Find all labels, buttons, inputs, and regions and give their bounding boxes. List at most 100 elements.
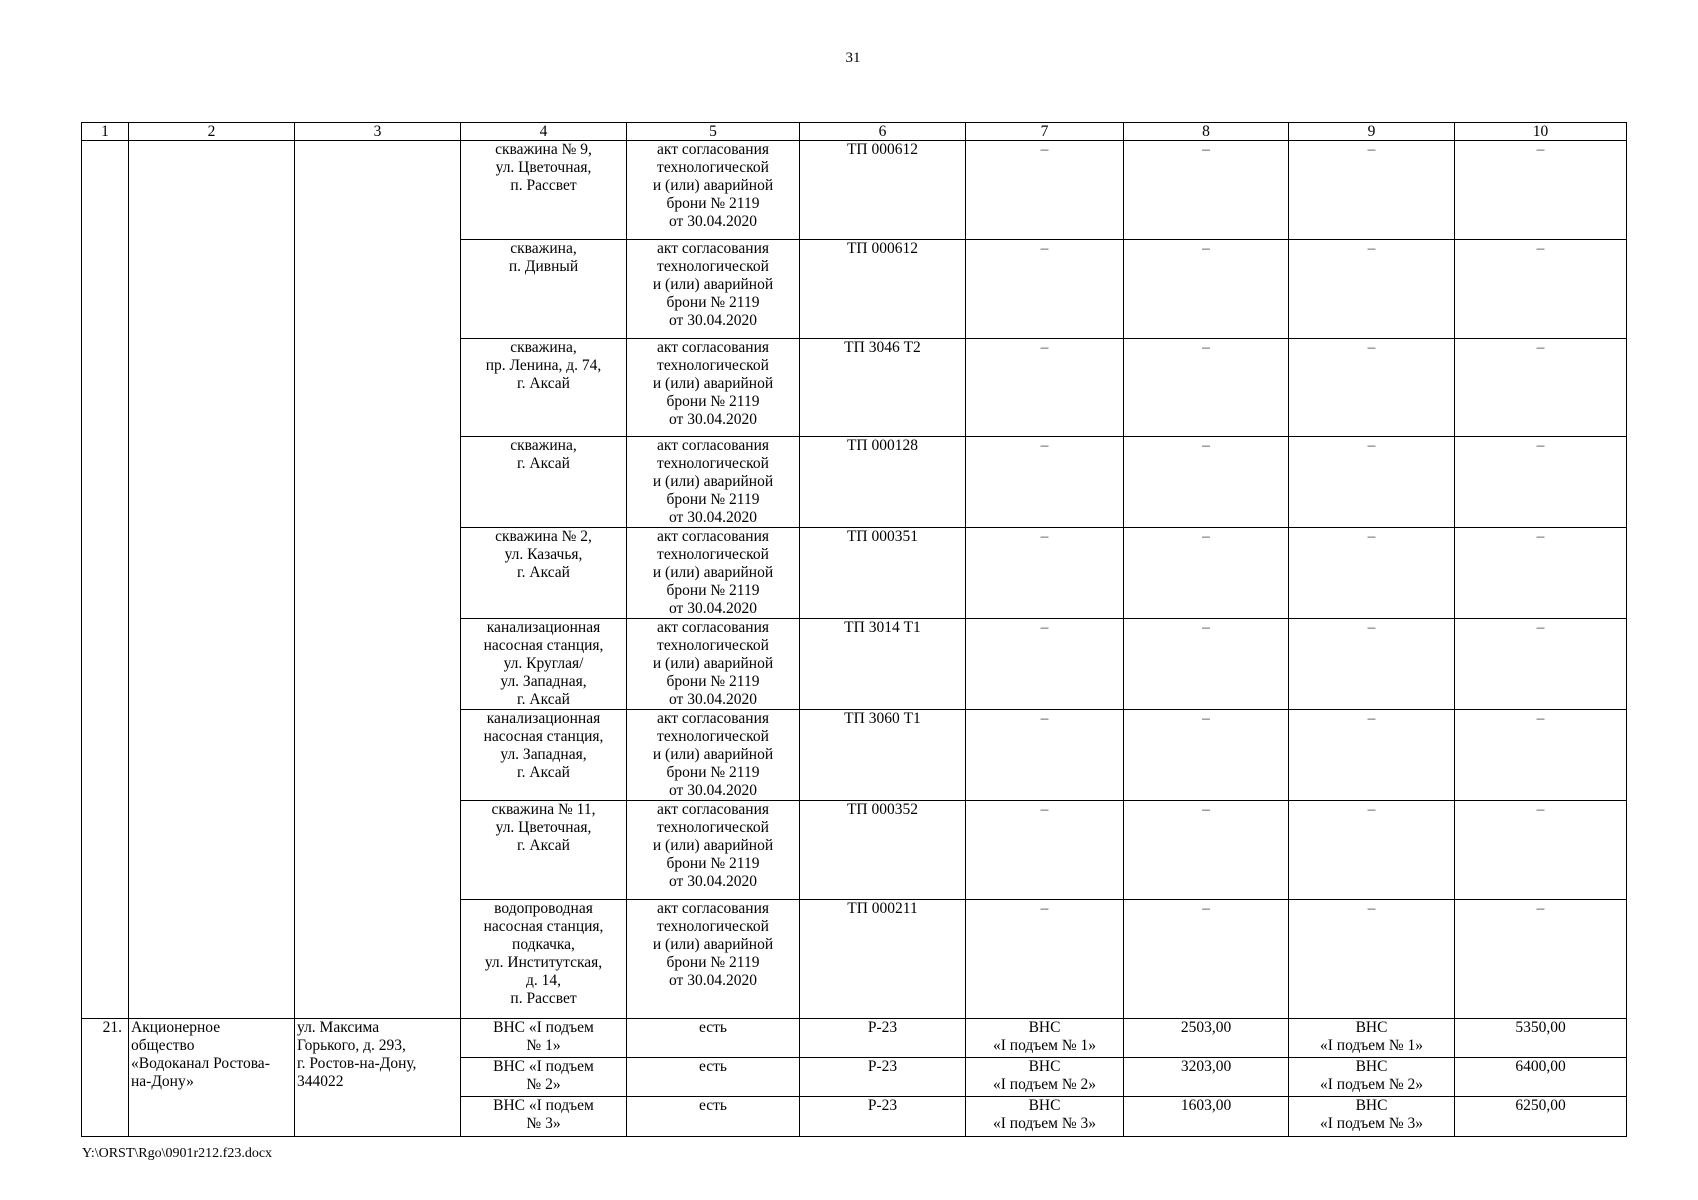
table-row: водопроводная насосная станция, подкачка… [82, 899, 1627, 1019]
cell-col8: – [1123, 436, 1289, 528]
cell-tp: ТП 000612 [799, 140, 966, 240]
cell-col8: – [1123, 618, 1289, 710]
cell-col8: – [1123, 338, 1289, 437]
cell-document: акт согласования технологической и (или)… [626, 527, 800, 619]
cell-col9: ВНС «I подъем № 1» [1288, 1018, 1455, 1058]
cell-object: водопроводная насосная станция, подкачка… [460, 899, 627, 1019]
cell-document: есть [626, 1096, 800, 1137]
cell-organization: Акционерное общество «Водоканал Ростова-… [128, 1018, 295, 1137]
cell-tp: ТП 000211 [799, 899, 966, 1019]
cell-col10: – [1454, 436, 1627, 528]
cell-col9: – [1288, 338, 1455, 437]
cell-tp: ТП 000128 [799, 436, 966, 528]
cell-col9: – [1288, 618, 1455, 710]
cell-col9: – [1288, 527, 1455, 619]
column-header: 4 [460, 122, 627, 141]
cell-col9: – [1288, 800, 1455, 900]
cell-col9: – [1288, 899, 1455, 1019]
cell-document: акт согласования технологической и (или)… [626, 800, 800, 900]
cell-col8: – [1123, 899, 1289, 1019]
cell-document: акт согласования технологической и (или)… [626, 618, 800, 710]
table-row: скважина, пр. Ленина, д. 74, г. Аксай акт… [82, 338, 1627, 437]
table-row: скважина, п. Дивный акт согласования техн… [82, 239, 1627, 339]
table-row: 21. Акционерное общество «Водоканал Росто… [81, 1018, 1627, 1137]
file-path-footer: Y:\ORST\Rgo\0901r212.f23.docx [82, 1146, 273, 1161]
table-row: канализационная насосная станция, ул. За… [82, 709, 1627, 801]
table-row: скважина № 2, ул. Казачья, г. Аксай акт с… [82, 527, 1627, 619]
cell-document: есть [626, 1057, 800, 1097]
column-header: 8 [1123, 122, 1289, 141]
cell-col7: – [965, 899, 1124, 1019]
cell-col8: – [1123, 527, 1289, 619]
cell-tp: ТП 000612 [799, 239, 966, 339]
cell-col7: – [965, 618, 1124, 710]
cell-col8: – [1123, 239, 1289, 339]
cell-col7: – [965, 338, 1124, 437]
cell-tp: ТП 000351 [799, 527, 966, 619]
table-row: скважина, г. Аксай акт согласования техно… [82, 436, 1627, 528]
header-row: 1 2 3 4 5 6 7 8 9 10 [81, 122, 1627, 141]
cell-col10: – [1454, 527, 1627, 619]
cell-col7: – [965, 140, 1124, 240]
cell-col9: – [1288, 709, 1455, 801]
cell-address: ул. Максима Горького, д. 293, г. Ростов-… [294, 1018, 461, 1137]
cell-object: скважина № 11, ул. Цветочная, г. Аксай [460, 800, 627, 900]
cell-col10: – [1454, 800, 1627, 900]
cell-tp: Р-23 [799, 1096, 966, 1137]
cell-col8: – [1123, 140, 1289, 240]
column-header: 6 [799, 122, 966, 141]
table-row: скважина № 9, ул. Цветочная, п. Рассвет а… [81, 140, 1627, 1019]
cell-col10: 6250,00 [1454, 1096, 1627, 1137]
cell-document: акт согласования технологической и (или)… [626, 436, 800, 528]
cell-object: ВНС «I подъем № 2» [460, 1057, 627, 1097]
cell-col10: – [1454, 239, 1627, 339]
cell-object: ВНС «I подъем № 3» [460, 1096, 627, 1137]
cell-tp: ТП 000352 [799, 800, 966, 900]
cell-col10: 5350,00 [1454, 1018, 1627, 1058]
cell-col10: – [1454, 140, 1627, 240]
cell-col9: – [1288, 239, 1455, 339]
cell-document: акт согласования технологической и (или)… [626, 709, 800, 801]
table-row: канализационная насосная станция, ул. Кр… [82, 618, 1627, 710]
column-header: 3 [294, 122, 461, 141]
cell-object: скважина № 9, ул. Цветочная, п. Рассвет [460, 140, 627, 240]
cell-col8: – [1123, 709, 1289, 801]
cell-col10: 6400,00 [1454, 1057, 1627, 1097]
cell-document: есть [626, 1018, 800, 1058]
cell-object: канализационная насосная станция, ул. Кр… [460, 618, 627, 710]
cell-tp: ТП 3014 Т1 [799, 618, 966, 710]
cell-col10: – [1454, 899, 1627, 1019]
cell-address [294, 140, 461, 1019]
cell-object: скважина, пр. Ленина, д. 74, г. Аксай [460, 338, 627, 437]
cell-col7: – [965, 709, 1124, 801]
column-header: 5 [626, 122, 800, 141]
cell-col7: – [965, 239, 1124, 339]
cell-col9: ВНС «I подъем № 2» [1288, 1057, 1455, 1097]
cell-col7: – [965, 800, 1124, 900]
cell-col10: – [1454, 338, 1627, 437]
column-header: 7 [965, 122, 1124, 141]
cell-col8: – [1123, 800, 1289, 900]
cell-col10: – [1454, 618, 1627, 710]
cell-col8: 1603,00 [1123, 1096, 1289, 1137]
cell-col7: ВНС «I подъем № 2» [965, 1057, 1124, 1097]
cell-document: акт согласования технологической и (или)… [626, 899, 800, 1019]
cell-object: ВНС «I подъем № 1» [460, 1018, 627, 1058]
cell-number: 21. [81, 1018, 129, 1137]
cell-object: скважина, г. Аксай [460, 436, 627, 528]
cell-col7: ВНС «I подъем № 1» [965, 1018, 1124, 1058]
cell-organization [128, 140, 295, 1019]
cell-col10: – [1454, 709, 1627, 801]
cell-document: акт согласования технологической и (или)… [626, 140, 800, 240]
cell-document: акт согласования технологической и (или)… [626, 239, 800, 339]
cell-col9: ВНС «I подъем № 3» [1288, 1096, 1455, 1137]
column-header: 9 [1288, 122, 1455, 141]
cell-number [81, 140, 129, 1019]
cell-col9: – [1288, 140, 1455, 240]
cell-tp: Р-23 [799, 1057, 966, 1097]
cell-col7: ВНС «I подъем № 3» [965, 1096, 1124, 1137]
cell-col8: 2503,00 [1123, 1018, 1289, 1058]
cell-col7: – [965, 527, 1124, 619]
cell-document: акт согласования технологической и (или)… [626, 338, 800, 437]
column-header: 10 [1454, 122, 1627, 141]
